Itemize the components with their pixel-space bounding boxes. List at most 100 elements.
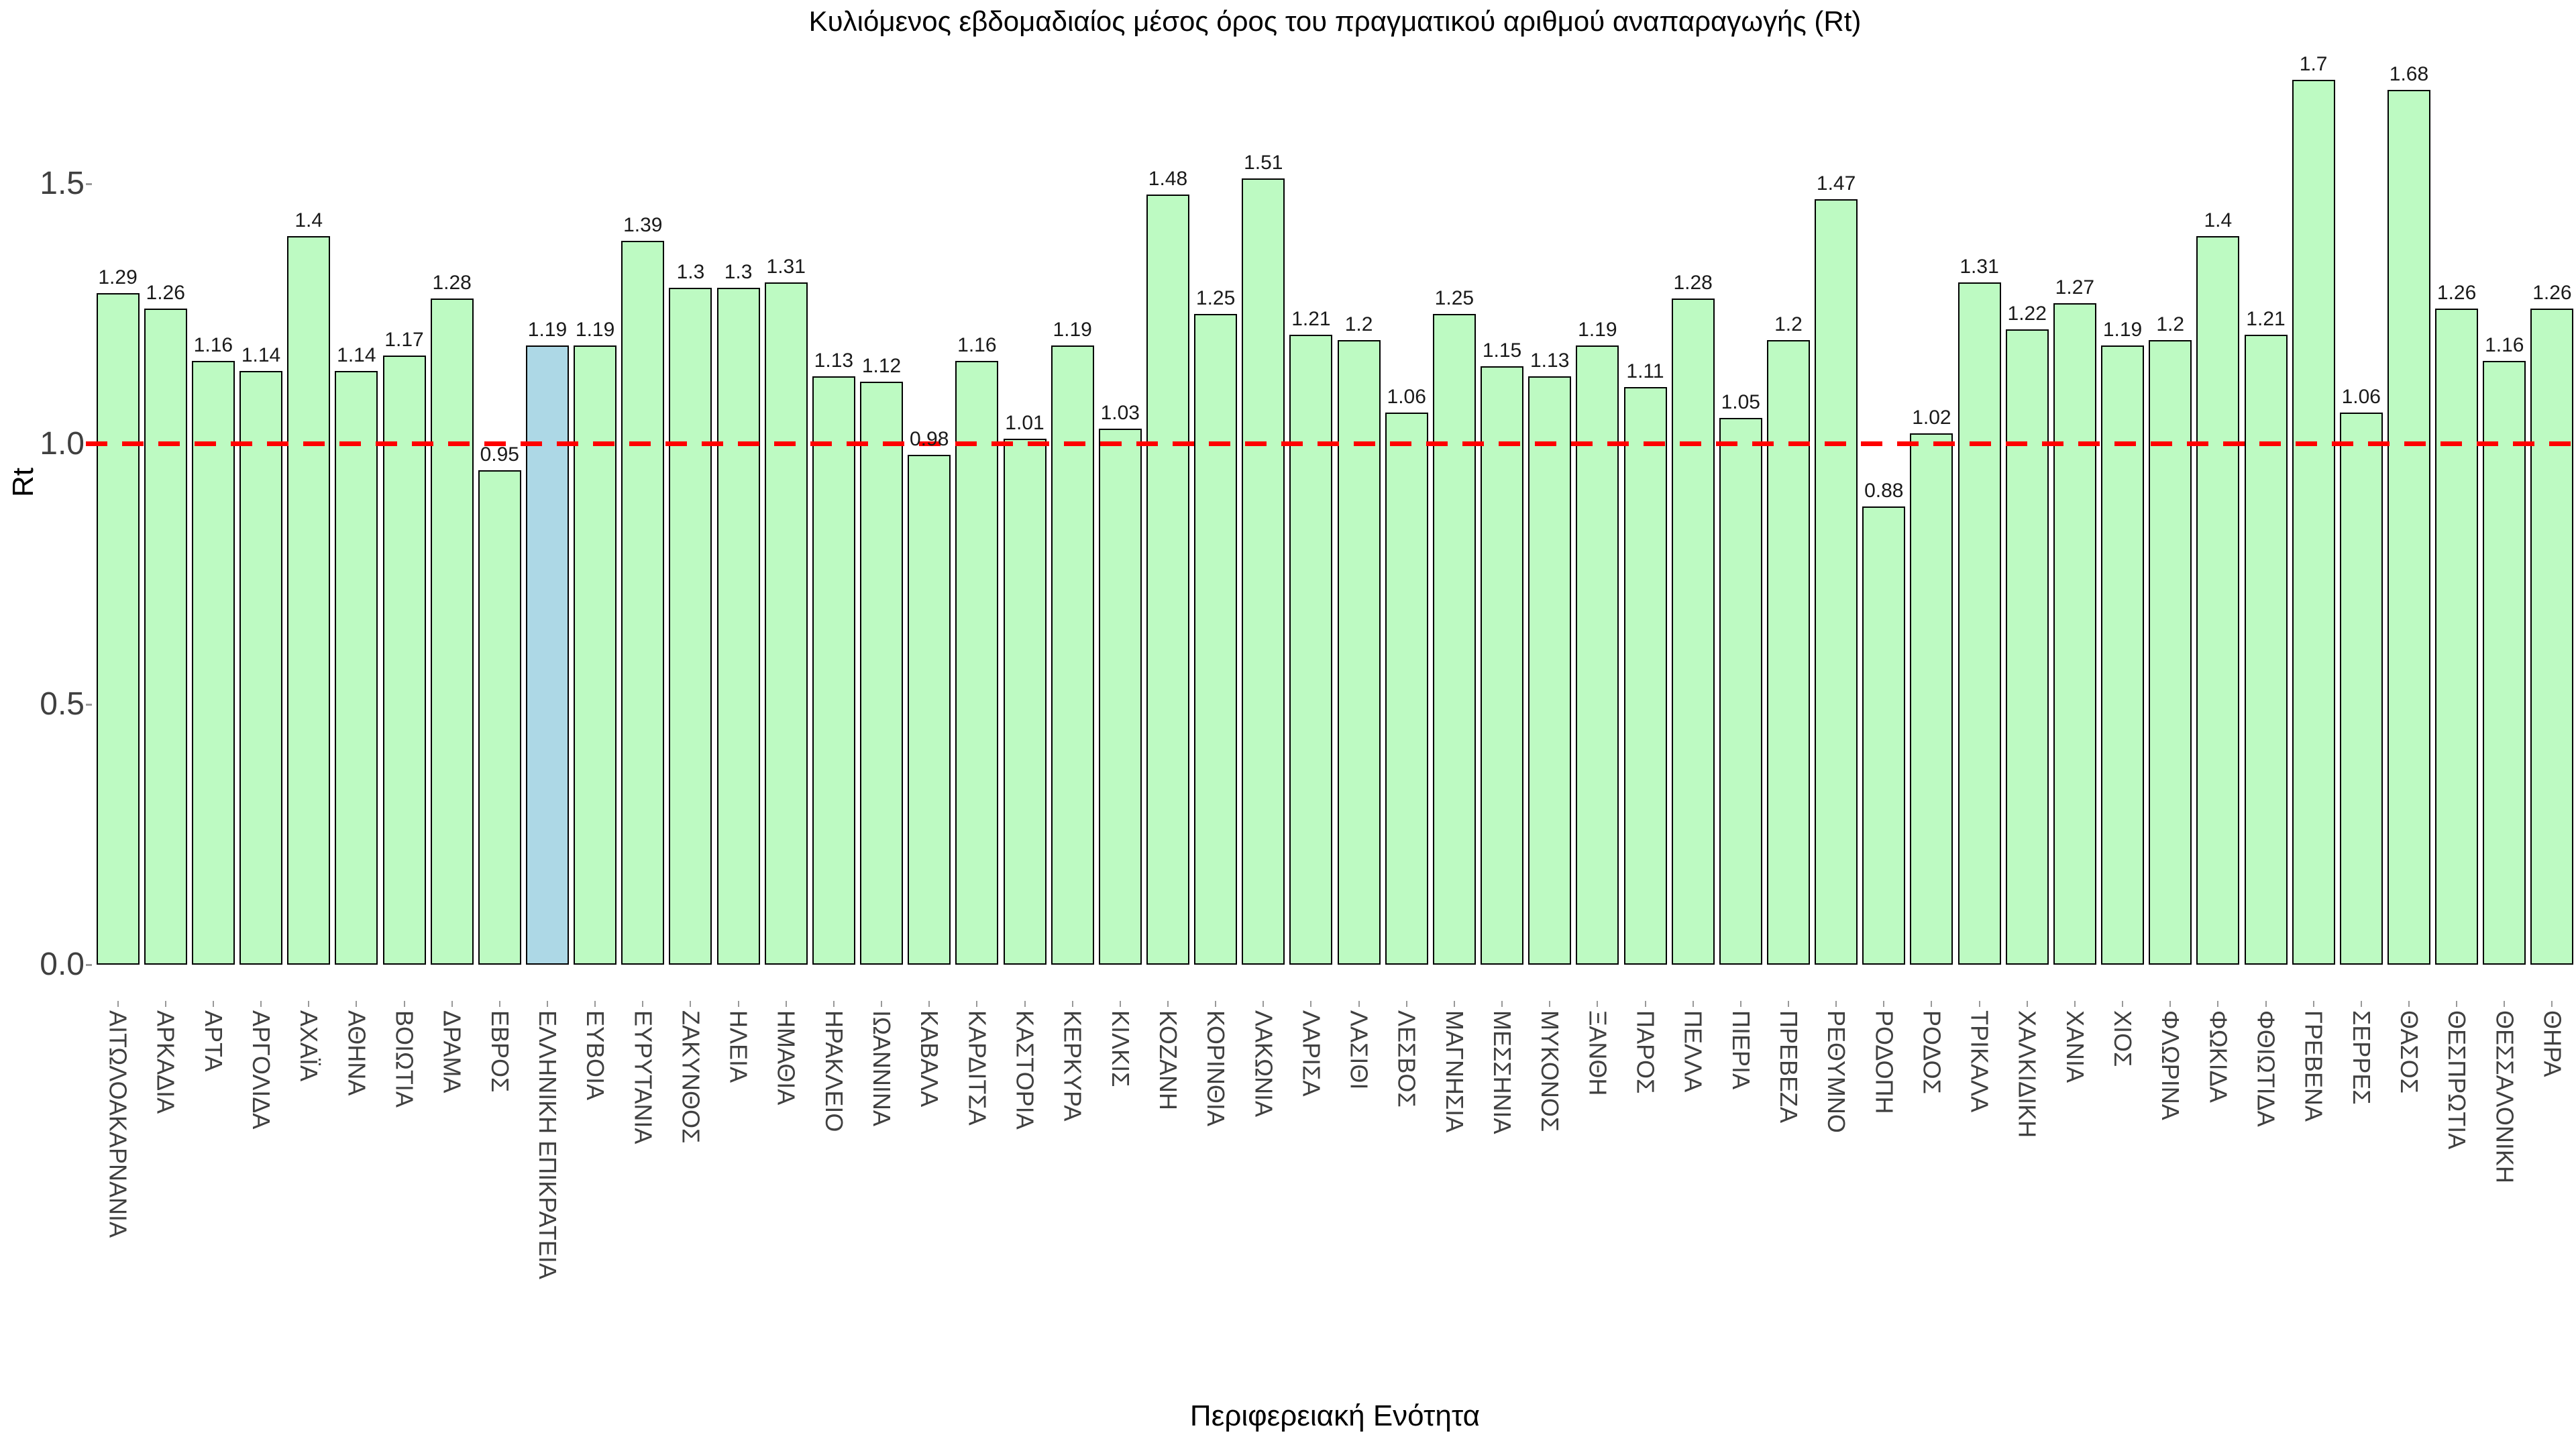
- x-tick-label: ΜΑΓΝΗΣΙΑ: [1440, 1010, 1468, 1133]
- x-tick-mark: [1310, 1001, 1312, 1007]
- x-tick-label: ΑΡΚΑΔΙΑ: [152, 1010, 180, 1114]
- bar: [191, 361, 235, 965]
- x-tick-mark: [737, 1001, 739, 1007]
- bar-value-label: 0.98: [909, 428, 949, 450]
- bar: [908, 455, 951, 965]
- x-tick-mark: [356, 1001, 358, 1007]
- x-tick-mark: [451, 1001, 453, 1007]
- bar-value-label: 1.68: [2389, 63, 2429, 85]
- bar: [2101, 345, 2145, 965]
- bar: [2435, 309, 2479, 965]
- bar: [1051, 345, 1094, 965]
- x-tick-mark: [2504, 1001, 2506, 1007]
- x-tick-label: ΕΥΡΥΤΑΝΙΑ: [629, 1010, 657, 1144]
- x-tick-label: ΘΗΡΑ: [2538, 1010, 2567, 1077]
- bar: [1719, 418, 1762, 965]
- y-tick-mark: [86, 704, 92, 706]
- x-tick-label: ΠΡΕΒΕΖΑ: [1774, 1010, 1803, 1124]
- bar-value-label: 1.27: [2055, 276, 2095, 299]
- bar-value-label: 1.21: [1291, 308, 1331, 330]
- x-tick-label: ΞΑΝΘΗ: [1584, 1010, 1612, 1096]
- y-axis-title: Rt: [7, 468, 40, 497]
- bar: [1289, 335, 1333, 965]
- x-tick-label: ΡΟΔΟΠΗ: [1870, 1010, 1898, 1114]
- x-tick-mark: [1501, 1001, 1503, 1007]
- bar-value-label: 1.3: [676, 261, 705, 283]
- x-tick-label: ΓΡΕΒΕΝΑ: [2300, 1010, 2328, 1122]
- bar: [1242, 178, 1285, 965]
- bar-value-label: 1.25: [1195, 287, 1236, 309]
- bar: [860, 382, 904, 965]
- bar: [812, 376, 855, 965]
- bar-value-label: 1.06: [2341, 386, 2381, 408]
- bar: [1481, 366, 1524, 965]
- bar-value-label: 1.2: [2156, 313, 2185, 335]
- bar: [1146, 195, 1189, 965]
- x-tick-mark: [1931, 1001, 1933, 1007]
- bar: [1098, 429, 1142, 965]
- bar: [239, 371, 283, 965]
- bar-value-label: 1.16: [957, 334, 997, 356]
- x-tick-mark: [1024, 1001, 1026, 1007]
- bar-value-label: 1.12: [861, 355, 902, 377]
- x-tick-label: ΦΛΩΡΙΝΑ: [2157, 1010, 2185, 1120]
- x-tick-label: ΘΑΣΟΣ: [2395, 1010, 2423, 1093]
- x-tick-label: ΙΩΑΝΝΙΝΑ: [868, 1010, 896, 1126]
- x-tick-mark: [1405, 1001, 1407, 1007]
- x-tick-label: ΕΒΡΟΣ: [486, 1010, 514, 1093]
- bar-value-label: 1.39: [623, 214, 663, 236]
- bar: [287, 236, 331, 965]
- x-tick-label: ΕΛΛΗΝΙΚΗ ΕΠΙΚΡΑΤΕΙΑ: [533, 1010, 561, 1279]
- bar-value-label: 1.02: [1912, 407, 1951, 429]
- bar-value-label: 1.26: [146, 282, 185, 304]
- x-tick-mark: [1739, 1001, 1741, 1007]
- x-tick-label: ΕΥΒΟΙΑ: [582, 1010, 610, 1101]
- bar: [2196, 236, 2240, 965]
- bar-value-label: 1.03: [1100, 402, 1140, 424]
- x-tick-label: ΑΧΑΪΑ: [295, 1010, 323, 1082]
- y-tick-label: 0.5: [40, 686, 85, 722]
- x-tick-mark: [1644, 1001, 1646, 1007]
- x-tick-mark: [833, 1001, 835, 1007]
- x-tick-label: ΧΑΛΚΙΔΙΚΗ: [2013, 1010, 2041, 1138]
- x-tick-label: ΔΡΑΜΑ: [438, 1010, 466, 1093]
- x-tick-mark: [928, 1001, 930, 1007]
- bar-value-label: 1.01: [1005, 412, 1044, 434]
- bar-value-label: 1.17: [384, 329, 424, 351]
- x-tick-mark: [2217, 1001, 2219, 1007]
- x-tick-mark: [2074, 1001, 2076, 1007]
- x-tick-mark: [498, 1001, 500, 1007]
- x-tick-mark: [690, 1001, 692, 1007]
- x-tick-label: ΒΟΙΩΤΙΑ: [390, 1010, 419, 1108]
- x-tick-label: ΠΑΡΟΣ: [1631, 1010, 1660, 1094]
- bar-value-label: 1.05: [1721, 391, 1760, 413]
- bar: [1671, 299, 1715, 965]
- bar-value-label: 1.31: [766, 256, 806, 278]
- bar: [335, 371, 378, 965]
- x-tick-label: ΣΕΡΡΕΣ: [2347, 1010, 2375, 1105]
- x-tick-mark: [2551, 1001, 2553, 1007]
- x-tick-mark: [785, 1001, 787, 1007]
- bar-value-label: 1.19: [527, 319, 568, 341]
- bar: [2005, 329, 2049, 965]
- x-tick-label: ΚΕΡΚΥΡΑ: [1059, 1010, 1087, 1122]
- x-tick-mark: [1597, 1001, 1599, 1007]
- x-tick-label: ΚΑΣΤΟΡΙΑ: [1011, 1010, 1039, 1130]
- x-tick-label: ΑΘΗΝΑ: [343, 1010, 371, 1096]
- bar: [1528, 376, 1572, 965]
- x-tick-label: ΧΑΝΙΑ: [2061, 1010, 2089, 1083]
- bar-value-label: 1.51: [1244, 152, 1283, 174]
- x-tick-label: ΧΙΟΣ: [2109, 1010, 2137, 1067]
- y-tick-mark: [86, 964, 92, 966]
- bar: [478, 470, 521, 965]
- x-tick-mark: [260, 1001, 262, 1007]
- x-tick-label: ΑΡΓΟΛΙΔΑ: [248, 1010, 276, 1130]
- bar-value-label: 1.47: [1816, 172, 1856, 195]
- bar-value-label: 1.2: [1344, 313, 1373, 335]
- x-tick-mark: [2265, 1001, 2267, 1007]
- x-tick-label: ΛΑΣΙΘΙ: [1345, 1010, 1373, 1090]
- bar-value-label: 1.26: [2436, 282, 2477, 304]
- bar: [2149, 340, 2192, 965]
- bar-value-label: 1.14: [241, 344, 281, 366]
